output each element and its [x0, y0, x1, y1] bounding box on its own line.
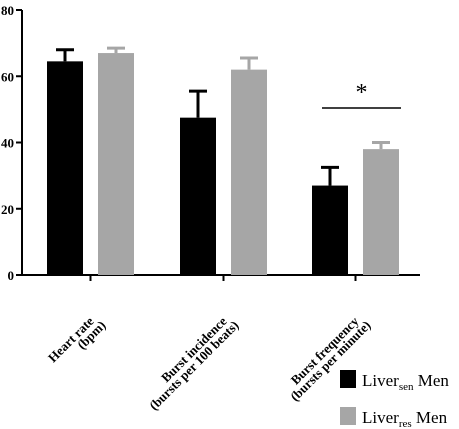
bar [98, 53, 134, 275]
bar [180, 117, 216, 275]
legend-label-main: Liver [362, 408, 399, 427]
y-tick-label: 80 [1, 3, 14, 18]
y-tick-label: 0 [8, 268, 15, 283]
y-tick-label: 20 [1, 202, 14, 217]
x-tick-label: (bursts per minute) [287, 318, 374, 405]
bar [231, 69, 267, 275]
legend-swatch [340, 370, 356, 388]
bar [363, 149, 399, 275]
y-tick-label: 40 [1, 136, 14, 151]
legend-label-suffix: Men [414, 371, 450, 390]
bar [312, 185, 348, 275]
y-axis-ticks: 0 20 40 60 80 [1, 3, 22, 283]
chart-bars [47, 46, 399, 275]
significance-label: * [356, 80, 368, 106]
legend-label-suffix: Men [412, 408, 448, 427]
legend-label-main: Liver [362, 371, 399, 390]
y-tick-label: 60 [1, 69, 14, 84]
significance-annotation: * [322, 80, 401, 109]
x-tick-label: (bursts per 100 beats) [146, 318, 241, 413]
legend-label-subscript: res [399, 418, 412, 429]
bar [47, 61, 83, 275]
legend-label-subscript: sen [399, 381, 414, 393]
legend-swatch [340, 407, 356, 425]
legend-label: Liverres Men [362, 408, 448, 429]
x-axis-labels: Heart rate(bpm) Burst incidence(bursts pe… [45, 275, 374, 413]
legend-label: Liversen Men [362, 371, 449, 393]
